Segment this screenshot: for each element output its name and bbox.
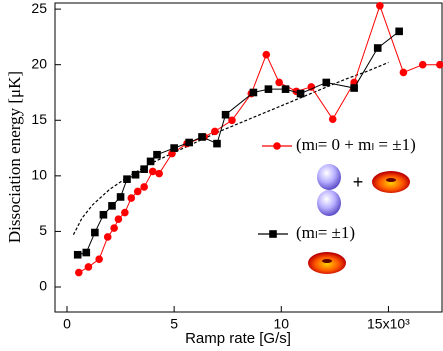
- data-point: [322, 78, 331, 87]
- data-point: [140, 183, 148, 191]
- data-point: [328, 115, 337, 123]
- data-point: [121, 208, 129, 217]
- legend-plus: +: [353, 172, 364, 192]
- data-point: [131, 170, 140, 179]
- data-point: [185, 138, 193, 147]
- p-orbital-lobe: [317, 164, 341, 190]
- data-point: [99, 210, 108, 219]
- data-point: [127, 194, 136, 202]
- data-point: [275, 78, 283, 87]
- torus-hole: [386, 178, 396, 182]
- torus-hole: [322, 259, 332, 263]
- data-point: [221, 110, 230, 119]
- legend-marker: [273, 142, 281, 150]
- data-point: [211, 127, 219, 136]
- data-point: [95, 255, 103, 264]
- data-point: [373, 44, 382, 52]
- y-tick-label: 20: [31, 55, 47, 71]
- data-point: [114, 215, 123, 223]
- data-point: [399, 68, 408, 77]
- data-point: [281, 85, 290, 93]
- y-tick-label: 25: [31, 0, 47, 16]
- data-point: [198, 133, 206, 141]
- data-point: [155, 169, 163, 178]
- data-point: [153, 150, 161, 159]
- y-tick-label: 5: [39, 222, 47, 238]
- x-tick-label: 10: [273, 316, 289, 332]
- data-point: [116, 193, 125, 201]
- data-point: [350, 84, 358, 92]
- data-point: [103, 233, 112, 241]
- data-point: [262, 50, 271, 59]
- data-point: [148, 167, 157, 176]
- data-point: [228, 116, 236, 125]
- p-orbital-lobe: [317, 190, 341, 216]
- data-point: [213, 139, 221, 148]
- data-point: [84, 263, 93, 271]
- data-point: [74, 268, 83, 277]
- x-tick-label: 5: [170, 316, 178, 332]
- data-point: [110, 224, 118, 232]
- plot-frame: [54, 2, 443, 313]
- data-point: [140, 165, 148, 173]
- data-point: [133, 187, 142, 196]
- y-tick-label: 0: [39, 278, 47, 294]
- data-point: [170, 144, 178, 152]
- data-point: [73, 250, 82, 259]
- data-point: [146, 157, 155, 166]
- data-point: [123, 175, 131, 183]
- y-axis-label: Dissociation energy [μK]: [5, 71, 24, 243]
- data-point: [249, 88, 258, 97]
- data-point: [376, 1, 384, 10]
- data-point: [264, 85, 273, 93]
- data-point: [418, 60, 427, 69]
- data-point: [307, 83, 316, 91]
- data-point: [296, 89, 305, 98]
- data-point: [82, 248, 91, 257]
- data-point: [395, 27, 403, 36]
- legend-label: (mₗ= ±1): [296, 223, 355, 242]
- data-point: [108, 202, 116, 210]
- y-tick-label: 10: [31, 167, 47, 183]
- legend-images: [308, 164, 410, 274]
- legend-marker: [269, 230, 277, 238]
- x-tick-label: 15x10³: [367, 316, 410, 332]
- x-axis-label: Ramp rate [G/s]: [185, 330, 291, 347]
- data-point: [436, 60, 443, 69]
- legend-label: (mₗ= 0 + mₗ = ±1): [296, 135, 416, 154]
- x-tick-label: 0: [63, 316, 71, 332]
- y-tick-label: 15: [31, 111, 47, 127]
- series-line: [78, 4, 440, 273]
- data-point: [91, 228, 99, 237]
